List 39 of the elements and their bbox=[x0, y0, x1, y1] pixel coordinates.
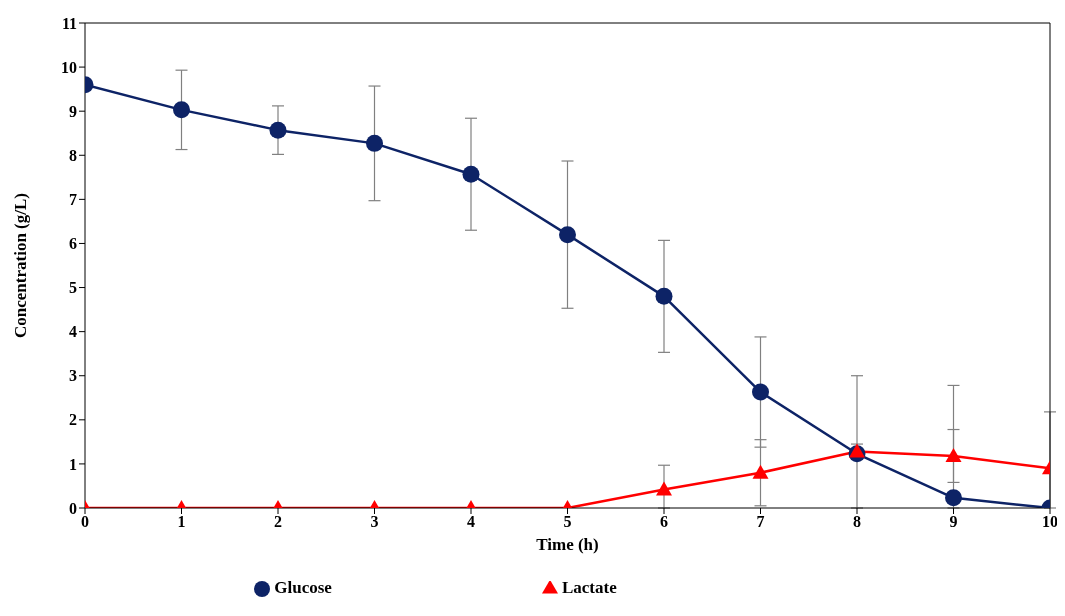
legend-label: Lactate bbox=[561, 578, 617, 597]
point bbox=[945, 447, 962, 462]
x-tick-label: 1 bbox=[177, 513, 186, 531]
x-tick-label: 4 bbox=[467, 513, 475, 531]
x-tick-label: 5 bbox=[563, 513, 572, 531]
point bbox=[269, 121, 287, 139]
point bbox=[656, 481, 672, 496]
point bbox=[945, 489, 962, 507]
x-tick-label: 8 bbox=[853, 513, 861, 531]
point bbox=[752, 383, 769, 401]
y-tick-label: 0 bbox=[69, 499, 77, 517]
y-tick-label: 1 bbox=[69, 455, 77, 473]
x-tick-label: 3 bbox=[370, 513, 379, 531]
y-tick-label: 2 bbox=[69, 411, 77, 429]
point bbox=[752, 464, 769, 479]
legend-label: Glucose bbox=[274, 578, 332, 597]
y-tick-label: 6 bbox=[69, 235, 77, 253]
x-axis-title: Time (h) bbox=[536, 535, 599, 554]
x-tick-label: 6 bbox=[660, 513, 668, 531]
x-tick-label: 0 bbox=[81, 513, 89, 531]
y-axis-title: Concentration (g/L) bbox=[11, 193, 31, 338]
x-tick-label: 7 bbox=[756, 513, 765, 531]
y-tick-label: 8 bbox=[69, 146, 77, 164]
y-tick-label: 11 bbox=[61, 14, 77, 32]
point bbox=[366, 134, 383, 152]
y-tick-label: 4 bbox=[69, 323, 77, 341]
x-tick-label: 9 bbox=[949, 513, 958, 531]
y-tick-label: 10 bbox=[61, 58, 77, 76]
x-tick-label: 2 bbox=[274, 513, 282, 531]
point bbox=[655, 287, 673, 305]
y-tick-label: 9 bbox=[69, 102, 77, 120]
x-tick-label: 10 bbox=[1042, 513, 1058, 531]
point bbox=[173, 101, 190, 119]
point bbox=[462, 165, 480, 183]
y-tick-label: 3 bbox=[69, 367, 77, 385]
point bbox=[559, 226, 576, 244]
y-tick-label: 7 bbox=[69, 191, 77, 209]
point bbox=[849, 443, 865, 458]
y-tick-label: 5 bbox=[69, 279, 77, 297]
